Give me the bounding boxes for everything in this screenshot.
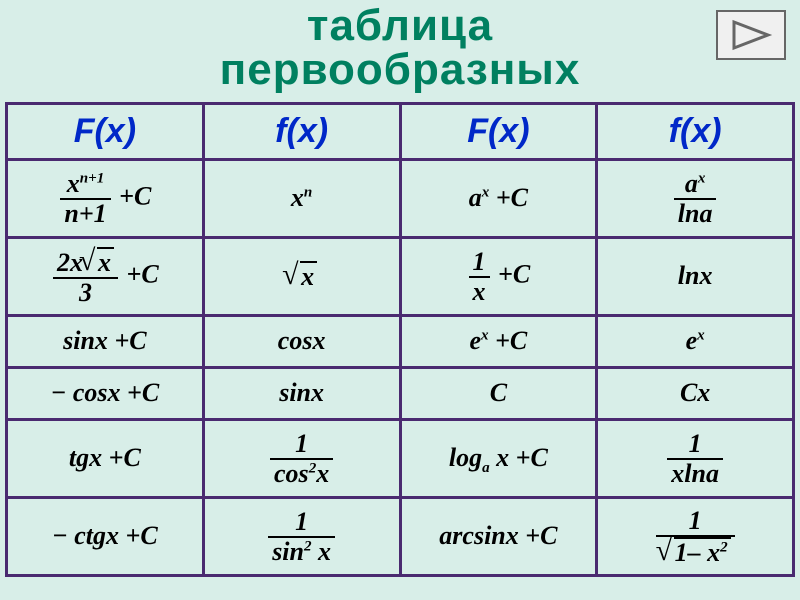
cell-r2-c3: ex [597, 316, 794, 368]
cell-r5-c1: 1sin2 x [203, 498, 400, 576]
cell-r2-c1: cosx [203, 316, 400, 368]
cell-r0-c1: xn [203, 160, 400, 238]
cell-r5-c3: 11– x2 [597, 498, 794, 576]
next-button[interactable] [716, 10, 786, 60]
cell-r0-c3: axlna [597, 160, 794, 238]
col-header-f2: f(x) [597, 104, 794, 160]
cell-r4-c3: 1xlna [597, 420, 794, 498]
play-icon [728, 18, 774, 52]
cell-r1-c3: lnx [597, 238, 794, 316]
cell-r1-c2: 1x +C [400, 238, 597, 316]
cell-r3-c1: sinx [203, 368, 400, 420]
cell-r1-c0: 2xx3 +C [7, 238, 204, 316]
table-row: 2xx3 +Cx1x +Clnx [7, 238, 794, 316]
cell-r3-c0: − cosx +C [7, 368, 204, 420]
cell-r4-c1: 1cos2x [203, 420, 400, 498]
cell-r3-c3: Cx [597, 368, 794, 420]
cell-r5-c2: arcsinx +C [400, 498, 597, 576]
page-title: таблица первообразных [0, 0, 800, 92]
table-row: sinx +Ccosxex +Cex [7, 316, 794, 368]
cell-r1-c1: x [203, 238, 400, 316]
cell-r0-c2: ax +C [400, 160, 597, 238]
cell-r2-c0: sinx +C [7, 316, 204, 368]
cell-r4-c2: loga x +C [400, 420, 597, 498]
col-header-F2: F(x) [400, 104, 597, 160]
col-header-f1: f(x) [203, 104, 400, 160]
cell-r0-c0: xn+1n+1 +C [7, 160, 204, 238]
cell-r5-c0: − ctgx +C [7, 498, 204, 576]
cell-r2-c2: ex +C [400, 316, 597, 368]
table-header-row: F(x) f(x) F(x) f(x) [7, 104, 794, 160]
table-row: − ctgx +C1sin2 xarcsinx +C11– x2 [7, 498, 794, 576]
antiderivatives-table: F(x) f(x) F(x) f(x) xn+1n+1 +Cxnax +Caxl… [5, 102, 795, 577]
col-header-F1: F(x) [7, 104, 204, 160]
cell-r4-c0: tgx +C [7, 420, 204, 498]
title-line1: таблица [307, 1, 493, 50]
table-row: − cosx +CsinxCCx [7, 368, 794, 420]
table-row: xn+1n+1 +Cxnax +Caxlna [7, 160, 794, 238]
table-row: tgx +C1cos2xloga x +C1xlna [7, 420, 794, 498]
cell-r3-c2: C [400, 368, 597, 420]
title-line2: первообразных [220, 45, 581, 94]
